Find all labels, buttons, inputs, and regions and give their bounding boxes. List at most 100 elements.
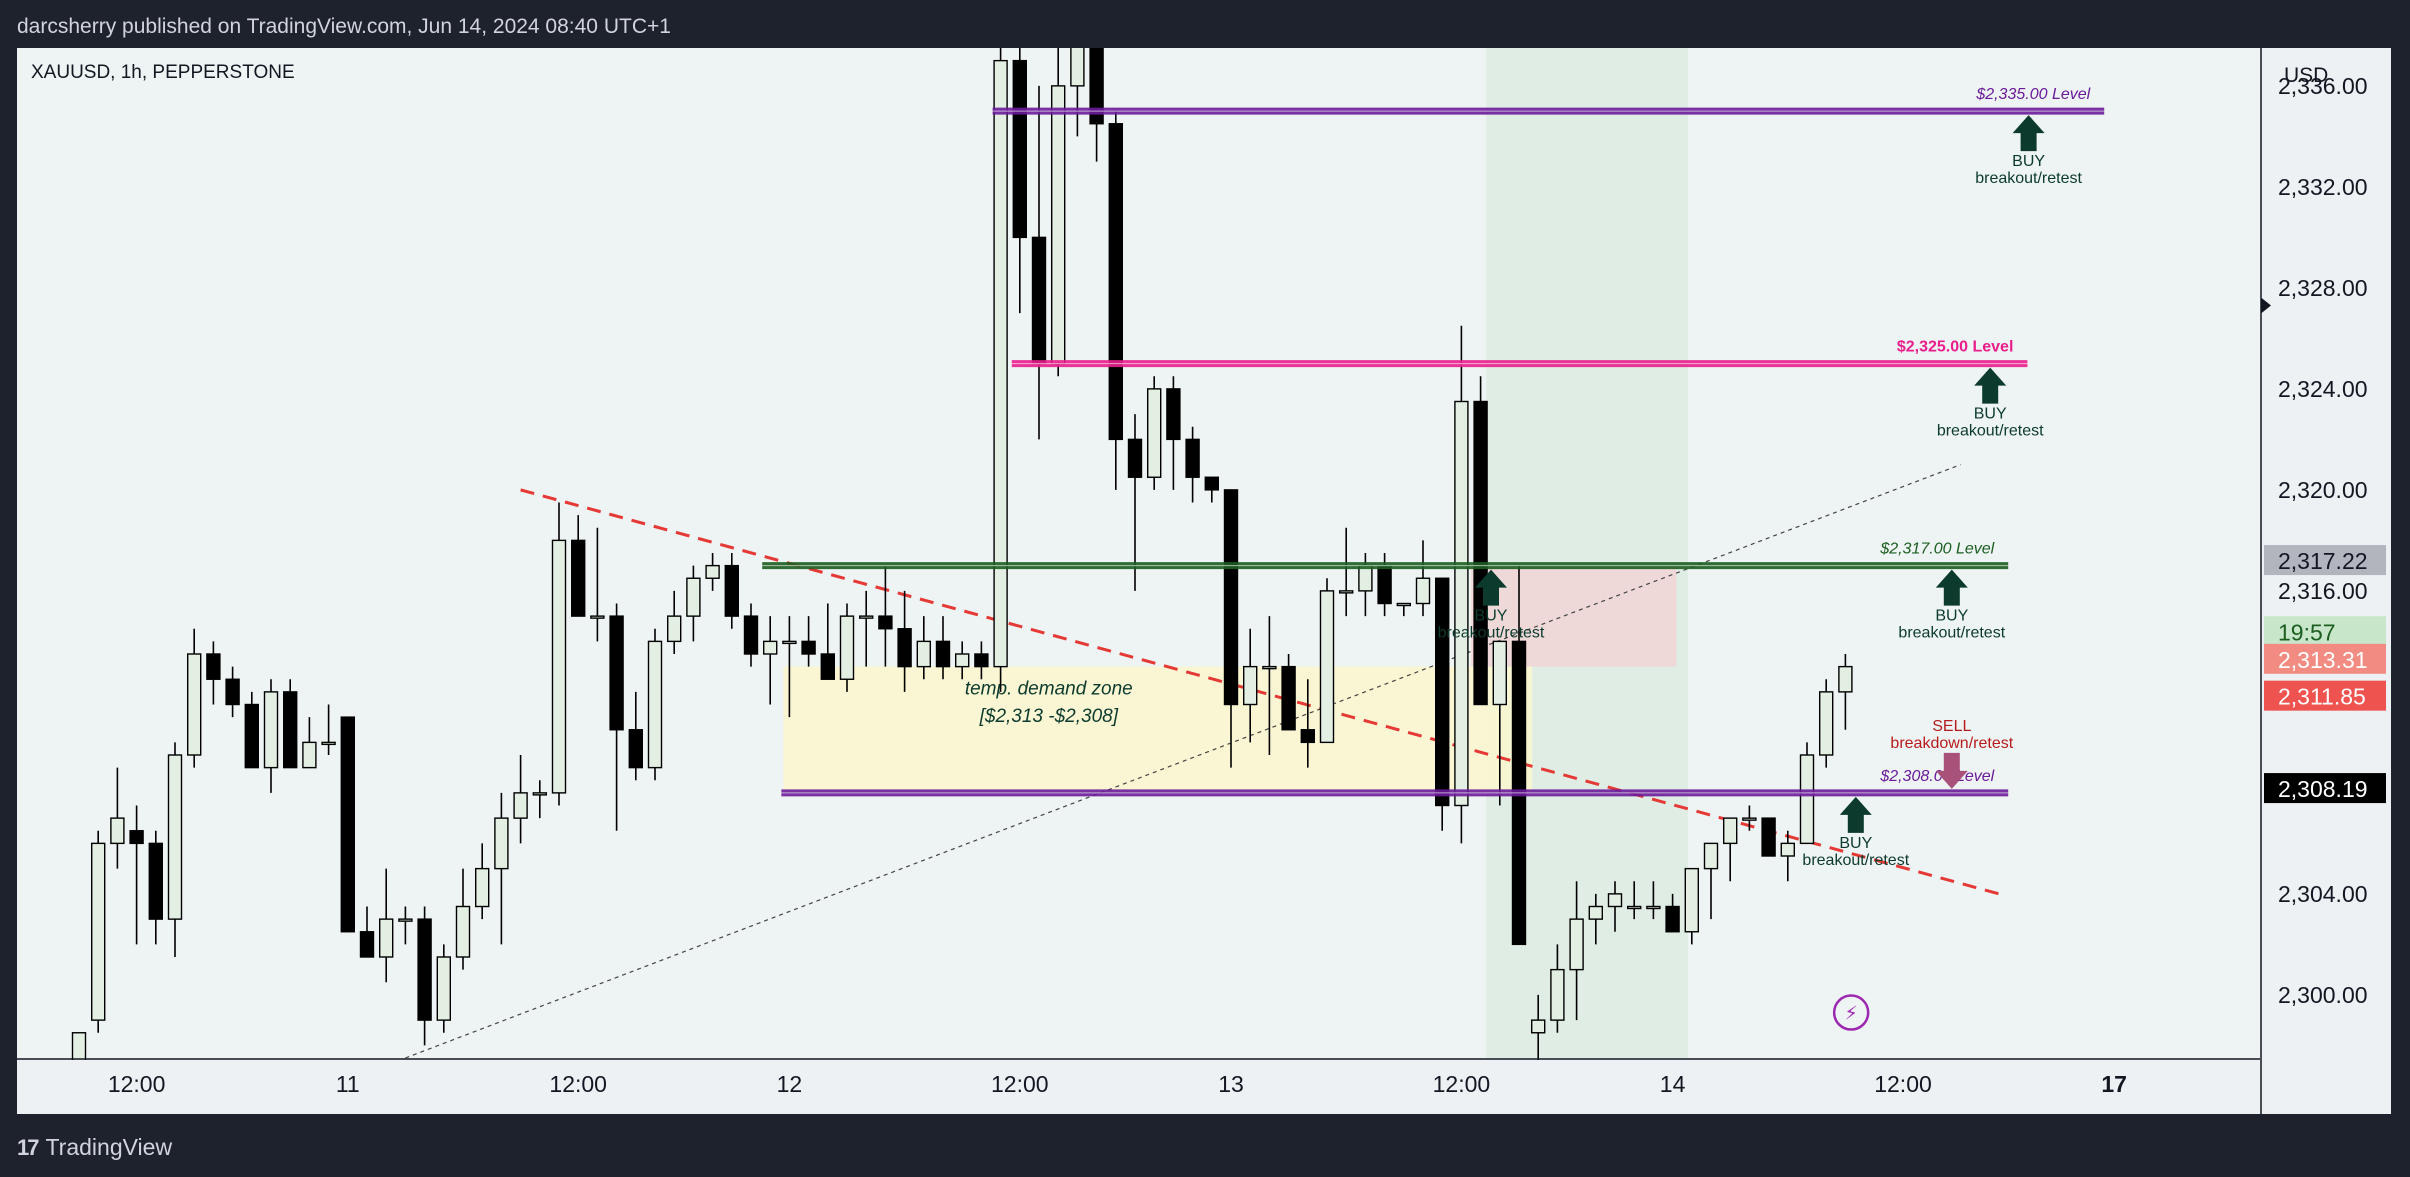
- candle[interactable]: [1799, 742, 1815, 845]
- candle[interactable]: [724, 553, 739, 629]
- candle[interactable]: [494, 792, 509, 945]
- candle[interactable]: [1492, 640, 1508, 806]
- candle[interactable]: [993, 48, 1008, 692]
- candle[interactable]: [129, 805, 144, 945]
- candle[interactable]: [206, 641, 221, 705]
- candle[interactable]: [1818, 679, 1834, 768]
- candle[interactable]: [590, 527, 605, 642]
- candle[interactable]: [455, 868, 471, 970]
- candle[interactable]: [1070, 48, 1085, 137]
- candle[interactable]: [1089, 48, 1104, 162]
- footer: 17 TradingView: [0, 1114, 2410, 1177]
- candle[interactable]: [340, 716, 355, 933]
- candle[interactable]: [686, 565, 701, 642]
- candle[interactable]: [1742, 805, 1757, 831]
- candle[interactable]: [475, 843, 490, 920]
- candle[interactable]: [1722, 817, 1738, 882]
- candle[interactable]: [1262, 616, 1277, 755]
- candle[interactable]: [1146, 376, 1162, 490]
- candle[interactable]: [1530, 994, 1546, 1084]
- candle[interactable]: [1550, 944, 1565, 1033]
- candle[interactable]: [359, 906, 375, 958]
- candle[interactable]: [1300, 679, 1316, 768]
- candle[interactable]: [628, 691, 643, 781]
- flash-icon[interactable]: ⚡: [1832, 994, 1870, 1031]
- candle[interactable]: [513, 755, 528, 844]
- candle[interactable]: [878, 565, 893, 667]
- candle[interactable]: [1761, 817, 1776, 857]
- candle[interactable]: [417, 906, 432, 1046]
- candle[interactable]: [398, 906, 413, 945]
- candle[interactable]: [148, 830, 164, 945]
- candle[interactable]: [1319, 578, 1335, 744]
- candlestick-chart[interactable]: temp. demand zone [$2,313 -$2,308] $2,335.…: [17, 48, 2391, 1114]
- candle[interactable]: [839, 603, 855, 692]
- candle[interactable]: [186, 628, 202, 768]
- candle[interactable]: [532, 780, 547, 819]
- candle[interactable]: [897, 590, 912, 692]
- candle[interactable]: [1415, 540, 1431, 617]
- candle[interactable]: [1703, 842, 1719, 920]
- candle[interactable]: [1646, 881, 1661, 920]
- candle[interactable]: [1473, 376, 1488, 706]
- candle[interactable]: [801, 616, 816, 667]
- candle[interactable]: [1185, 426, 1200, 503]
- candle[interactable]: [916, 616, 931, 680]
- candle[interactable]: [1338, 527, 1354, 617]
- candle[interactable]: [935, 616, 951, 680]
- candle[interactable]: [705, 553, 720, 591]
- candle[interactable]: [1012, 48, 1027, 314]
- candle[interactable]: [1050, 48, 1066, 377]
- candle[interactable]: [647, 628, 663, 781]
- candle[interactable]: [167, 742, 183, 957]
- candle[interactable]: [1223, 489, 1239, 768]
- candle[interactable]: [1242, 628, 1258, 743]
- candle[interactable]: [609, 603, 624, 831]
- candle[interactable]: [90, 830, 106, 1033]
- candle[interactable]: [244, 691, 260, 769]
- candle[interactable]: [1588, 893, 1604, 945]
- candle[interactable]: [1665, 893, 1680, 933]
- candle[interactable]: [283, 679, 298, 769]
- candle[interactable]: [955, 641, 970, 680]
- candle[interactable]: [110, 767, 125, 869]
- candle[interactable]: [1204, 476, 1220, 503]
- candle[interactable]: [1607, 881, 1623, 932]
- candle[interactable]: [1626, 881, 1642, 920]
- candle[interactable]: [225, 666, 240, 718]
- candle[interactable]: [1780, 830, 1796, 882]
- tradingview-logo[interactable]: 17 TradingView: [17, 1134, 172, 1161]
- candle[interactable]: [1108, 111, 1124, 490]
- candle[interactable]: [263, 679, 279, 793]
- candle[interactable]: [1434, 577, 1450, 831]
- candle[interactable]: [321, 704, 336, 756]
- candle[interactable]: [1281, 654, 1296, 731]
- candle[interactable]: [1031, 85, 1047, 440]
- candle[interactable]: [302, 717, 317, 769]
- candle[interactable]: [667, 590, 682, 654]
- candle[interactable]: [820, 603, 835, 680]
- candle[interactable]: [859, 590, 874, 667]
- candle[interactable]: [1684, 867, 1700, 945]
- candle[interactable]: [571, 515, 586, 617]
- candle[interactable]: [782, 616, 797, 718]
- candle[interactable]: [763, 616, 778, 705]
- candle[interactable]: [436, 944, 451, 1033]
- candle[interactable]: [551, 502, 567, 806]
- candle[interactable]: [1166, 376, 1181, 490]
- candle[interactable]: [743, 603, 759, 667]
- candle[interactable]: [1127, 414, 1143, 591]
- candle[interactable]: [1396, 602, 1412, 617]
- candle[interactable]: [379, 868, 394, 983]
- candle[interactable]: [1569, 881, 1584, 1021]
- candle[interactable]: [1454, 325, 1469, 844]
- candle[interactable]: [1838, 654, 1853, 730]
- candle[interactable]: [974, 641, 989, 680]
- chart-frame[interactable]: temp. demand zone [$2,313 -$2,308] $2,335.…: [17, 48, 2391, 1114]
